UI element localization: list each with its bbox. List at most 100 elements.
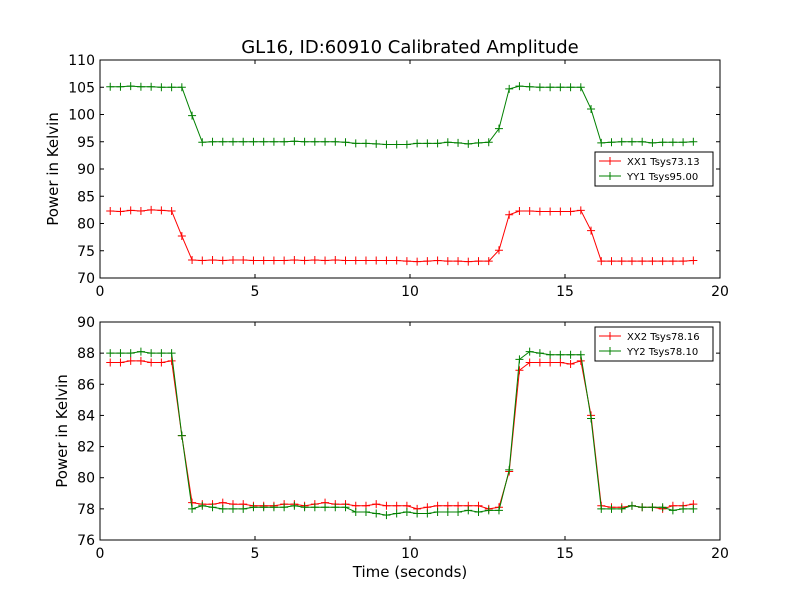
y-axis-label: Power in Kelvin [53, 374, 71, 488]
data-point [443, 507, 452, 516]
data-point [341, 138, 350, 147]
data-point [566, 360, 575, 369]
data-point [372, 509, 381, 518]
y-tick-label: 80 [77, 217, 95, 233]
y-tick-label: 105 [68, 80, 95, 96]
y-tick-label: 85 [77, 189, 95, 205]
data-point [413, 509, 422, 518]
legend-label: YY2 Tsys78.10 [626, 347, 698, 358]
data-point [443, 138, 452, 147]
data-point [464, 506, 473, 515]
data-point [280, 137, 289, 146]
data-point [136, 206, 145, 215]
data-point [433, 256, 442, 265]
data-point [228, 256, 237, 265]
data-point [679, 257, 688, 266]
data-point [689, 256, 698, 265]
data-point [546, 207, 555, 216]
data-point [208, 503, 217, 512]
x-tick-label: 0 [96, 546, 105, 562]
data-point [188, 256, 197, 265]
data-point [321, 256, 330, 265]
data-point [167, 83, 176, 92]
data-point [535, 349, 544, 358]
data-point [228, 504, 237, 513]
data-point [576, 350, 585, 359]
x-tick-label: 15 [556, 546, 574, 562]
data-point [576, 206, 585, 215]
data-point [658, 503, 667, 512]
data-point [147, 349, 156, 358]
data-point [361, 256, 370, 265]
data-point [249, 137, 258, 146]
data-point [198, 138, 207, 147]
data-point [372, 500, 381, 509]
data-point [392, 509, 401, 518]
data-point [351, 139, 360, 148]
data-point [402, 140, 411, 149]
data-point [167, 206, 176, 215]
data-point [607, 257, 616, 266]
data-point [126, 349, 135, 358]
data-point [239, 256, 248, 265]
data-point [464, 257, 473, 266]
data-point [515, 366, 524, 375]
data-point [525, 206, 534, 215]
y-tick-label: 80 [77, 471, 95, 487]
data-point [310, 256, 319, 265]
data-point [382, 501, 391, 510]
legend-marker [606, 347, 614, 355]
y-tick-label: 90 [77, 315, 95, 331]
data-point [484, 138, 493, 147]
data-point [515, 206, 524, 215]
data-point [106, 349, 115, 358]
data-point [106, 206, 115, 215]
data-point [648, 503, 657, 512]
data-point [126, 356, 135, 365]
data-point [321, 137, 330, 146]
data-point [658, 257, 667, 266]
data-point [341, 256, 350, 265]
data-point [668, 257, 677, 266]
data-point [494, 124, 503, 133]
data-point [300, 503, 309, 512]
data-point [331, 137, 340, 146]
data-point [382, 511, 391, 520]
data-point [587, 226, 596, 235]
data-point [218, 256, 227, 265]
y-tick-label: 110 [68, 53, 95, 69]
data-point [525, 82, 534, 91]
legend: XX1 Tsys73.13 YY1 Tsys95.00 [594, 151, 714, 187]
series-line-0-1 [110, 85, 694, 145]
data-point [280, 503, 289, 512]
data-point [208, 137, 217, 146]
data-point [648, 138, 657, 147]
data-point [443, 257, 452, 266]
data-point [361, 139, 370, 148]
data-point [382, 140, 391, 149]
data-point [300, 256, 309, 265]
data-point [198, 501, 207, 510]
y-tick-label: 84 [77, 408, 95, 424]
data-point [218, 504, 227, 513]
x-tick-label: 10 [401, 546, 419, 562]
data-point [617, 504, 626, 513]
data-point [423, 139, 432, 148]
x-tick-label: 15 [556, 284, 574, 300]
data-point [423, 509, 432, 518]
x-tick-label: 10 [401, 284, 419, 300]
data-point [351, 507, 360, 516]
data-point [198, 256, 207, 265]
data-point [505, 465, 514, 474]
legend-marker [606, 157, 614, 165]
legend: XX2 Tsys78.16 YY2 Tsys78.10 [594, 326, 714, 362]
subplot-bottom: 0 5 10 15 20 76 78 80 82 84 86 88 90 Power in Kelvin T… [53, 315, 729, 581]
data-point [290, 256, 299, 265]
legend-label: YY1 Tsys95.00 [626, 172, 698, 183]
data-point [433, 507, 442, 516]
data-point [188, 504, 197, 513]
data-point [566, 350, 575, 359]
data-point [310, 503, 319, 512]
data-point [239, 504, 248, 513]
data-point [423, 257, 432, 266]
